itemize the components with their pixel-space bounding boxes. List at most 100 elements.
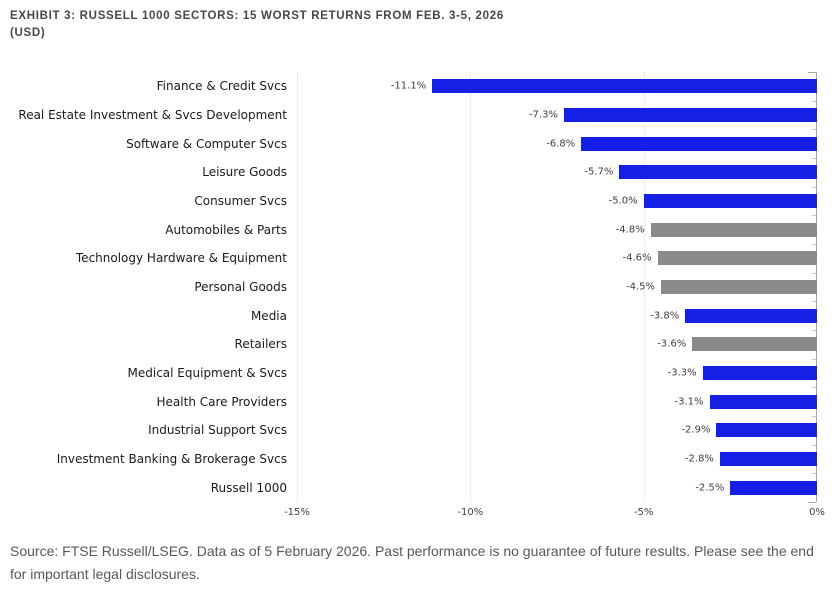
chart-row: Software & Computer Svcs -6.8% (10, 129, 817, 158)
chart-row: Medical Equipment & Svcs -3.3% (10, 359, 817, 388)
gridline (297, 72, 298, 502)
value-label: -2.5% (695, 482, 725, 494)
row-plot: -5.7% (297, 158, 817, 187)
x-axis-label: -15% (284, 507, 310, 518)
axis-tick (812, 272, 816, 274)
value-label: -3.3% (667, 367, 697, 379)
category-label: Investment Banking & Brokerage Svcs (56, 452, 287, 467)
category-label: Medical Equipment & Svcs (127, 366, 287, 381)
x-axis-label: -5% (633, 507, 654, 518)
x-axis-label: -10% (457, 507, 484, 518)
row-plot: -4.8% (297, 215, 817, 244)
row-plot: -3.1% (297, 387, 817, 416)
value-label: -4.5% (625, 281, 655, 293)
row-plot: -2.5% (297, 473, 817, 502)
row-plot: -6.8% (297, 129, 817, 158)
axis-tick (812, 129, 816, 131)
category-label: Real Estate Investment & Svcs Developmen… (18, 108, 287, 122)
value-label: -4.6% (622, 252, 652, 264)
chart-row: Industrial Support Svcs -2.9% (10, 416, 817, 445)
value-label: -2.8% (684, 453, 714, 465)
gridline (643, 72, 645, 502)
bar (709, 394, 817, 409)
axis-tick (812, 301, 816, 303)
bar (692, 337, 817, 352)
row-plot: -4.5% (297, 273, 817, 302)
bar (432, 79, 817, 94)
category-label: Personal Goods (194, 280, 287, 295)
value-label: -5.0% (608, 195, 638, 207)
x-axis: -15% -10% -5% 0% (284, 502, 825, 526)
bar (563, 108, 817, 122)
bar (581, 136, 817, 151)
axis-tick (812, 215, 816, 217)
chart-row: Health Care Providers -3.1% (10, 387, 817, 416)
axis-tick (812, 100, 816, 102)
chart-row: Automobiles & Parts -4.8% (10, 215, 817, 244)
axis-tick (808, 502, 816, 503)
axis-tick (812, 473, 816, 475)
exhibit-title: EXHIBIT 3: RUSSELL 1000 SECTORS: 15 WORS… (10, 8, 829, 42)
category-label: Media (250, 308, 287, 323)
chart-row: Media -3.8% (10, 301, 817, 330)
category-label: Software & Computer Svcs (126, 136, 287, 151)
row-plot: -3.8% (297, 301, 817, 330)
axis-tick (812, 416, 816, 417)
x-axis-label: 0% (809, 507, 825, 518)
chart-row: Russell 1000 -2.5% (10, 473, 817, 502)
bar (657, 251, 817, 266)
axis-tick (812, 244, 816, 245)
category-label: Technology Hardware & Equipment (75, 251, 287, 266)
value-label: -4.8% (615, 224, 645, 236)
row-plot: -4.6% (297, 244, 817, 273)
value-label: -11.1% (390, 80, 427, 92)
value-label: -3.1% (674, 396, 704, 408)
chart-row: Personal Goods -4.5% (10, 273, 817, 302)
title-line-2: (USD) (10, 27, 46, 39)
category-label: Leisure Goods (202, 165, 287, 180)
row-plot: -3.3% (297, 359, 817, 388)
axis-tick (812, 158, 816, 159)
bar (685, 308, 817, 323)
bar (730, 480, 817, 495)
bar (661, 280, 817, 295)
chart-plot-area: Finance & Credit Svcs -11.1% Real Estate I… (10, 72, 817, 503)
bar (719, 452, 817, 467)
value-label: -6.8% (546, 138, 576, 150)
category-label: Health Care Providers (156, 394, 287, 409)
row-plot: -2.8% (297, 445, 817, 474)
gridline (470, 72, 472, 502)
row-plot: -5.0% (297, 187, 817, 216)
chart-row: Technology Hardware & Equipment -4.6% (10, 244, 817, 273)
category-label: Retailers (234, 337, 287, 352)
row-plot: -11.1% (297, 72, 817, 101)
axis-tick (808, 72, 816, 73)
chart-rows: Finance & Credit Svcs -11.1% Real Estate I… (10, 72, 817, 502)
category-label: Finance & Credit Svcs (156, 79, 287, 94)
bar (716, 423, 817, 438)
category-label: Russell 1000 (210, 480, 287, 495)
axis-tick (812, 358, 816, 360)
bar (702, 366, 817, 381)
value-label: -2.9% (681, 424, 711, 436)
bar (650, 222, 817, 237)
value-label: -3.6% (657, 338, 687, 350)
axis-tick (812, 444, 816, 446)
axis-tick (812, 387, 816, 389)
chart-row: Leisure Goods -5.7% (10, 158, 817, 187)
source-note: Source: FTSE Russell/LSEG. Data as of 5 … (10, 543, 814, 582)
row-plot: -2.9% (297, 416, 817, 445)
category-label: Consumer Svcs (194, 194, 287, 209)
chart-row: Retailers -3.6% (10, 330, 817, 359)
category-label: Automobiles & Parts (165, 222, 287, 237)
chart-row: Investment Banking & Brokerage Svcs -2.8% (10, 445, 817, 474)
category-label: Industrial Support Svcs (148, 423, 287, 438)
bar-chart: Finance & Credit Svcs -11.1% Real Estate I… (10, 72, 825, 526)
bar (619, 165, 817, 180)
bar (643, 194, 817, 209)
value-label: -5.7% (584, 166, 614, 178)
axis-tick (812, 330, 816, 331)
axis-tick (812, 186, 816, 188)
chart-row: Finance & Credit Svcs -11.1% (10, 72, 817, 101)
